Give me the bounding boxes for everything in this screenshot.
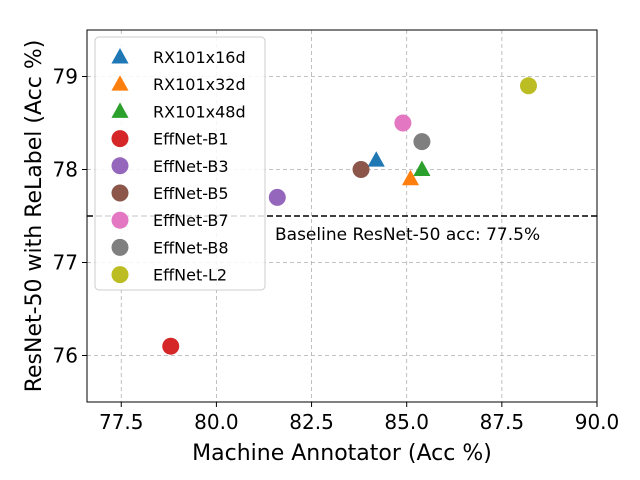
data-point-rx101x48d xyxy=(413,160,431,176)
data-point-rx101x32d xyxy=(401,169,420,186)
x-tick-label: 77.5 xyxy=(99,410,144,434)
legend-marker-effnet-b8 xyxy=(111,238,129,256)
data-point-effnet-b1 xyxy=(162,337,180,355)
legend-marker-effnet-b3 xyxy=(111,157,129,175)
legend-marker-rx101x48d xyxy=(111,102,129,118)
y-tick-label: 79 xyxy=(53,65,78,89)
x-axis-label: Machine Annotator (Acc %) xyxy=(192,441,492,466)
x-tick-label: 90.0 xyxy=(575,410,620,434)
data-point-effnet-l2 xyxy=(519,77,537,95)
legend-label-effnet-b5: EffNet-B5 xyxy=(153,184,229,203)
legend-label-effnet-b8: EffNet-B8 xyxy=(153,238,229,257)
legend-marker-effnet-b5 xyxy=(111,184,129,202)
legend-marker-effnet-b7 xyxy=(111,211,129,229)
legend-marker-rx101x16d xyxy=(111,48,129,64)
x-tick-label: 87.5 xyxy=(480,410,525,434)
data-point-rx101x16d xyxy=(367,151,385,167)
legend-label-rx101x32d: RX101x32d xyxy=(153,75,246,94)
legend-marker-effnet-b1 xyxy=(111,130,129,148)
y-tick-label: 78 xyxy=(53,158,78,182)
legend-label-effnet-b7: EffNet-B7 xyxy=(153,211,229,230)
x-tick-label: 85.0 xyxy=(384,410,429,434)
legend-marker-effnet-l2 xyxy=(111,266,129,284)
legend-label-effnet-l2: EffNet-L2 xyxy=(153,266,227,285)
y-axis-label: ResNet-50 with ReLabel (Acc %) xyxy=(22,40,47,393)
plot-frame xyxy=(86,29,598,403)
data-point-effnet-b8 xyxy=(413,133,431,151)
legend-label-rx101x48d: RX101x48d xyxy=(153,102,246,121)
x-tick-label: 80.0 xyxy=(194,410,239,434)
y-ticks: 76 77 78 79 xyxy=(53,65,87,368)
legend: RX101x16d RX101x32d RX101x48d EffNet-B1 EffN… xyxy=(94,36,266,291)
legend-box xyxy=(94,36,266,291)
data-point-effnet-b7 xyxy=(394,114,412,132)
legend-marker-rx101x32d xyxy=(111,75,129,91)
x-tick-label: 82.5 xyxy=(289,410,334,434)
baseline-label: Baseline ResNet-50 acc: 77.5% xyxy=(275,225,540,245)
x-ticks: 77.5 80.0 82.5 85.0 87.5 90.0 xyxy=(99,402,619,434)
y-tick-label: 77 xyxy=(53,251,78,275)
legend-label-effnet-b3: EffNet-B3 xyxy=(153,157,229,176)
legend-label-rx101x16d: RX101x16d xyxy=(153,48,246,67)
data-point-effnet-b3 xyxy=(268,188,286,206)
y-tick-label: 76 xyxy=(53,344,78,368)
data-point-effnet-b5 xyxy=(352,161,370,178)
points-layer xyxy=(162,77,537,355)
legend-label-effnet-b1: EffNet-B1 xyxy=(153,130,229,149)
